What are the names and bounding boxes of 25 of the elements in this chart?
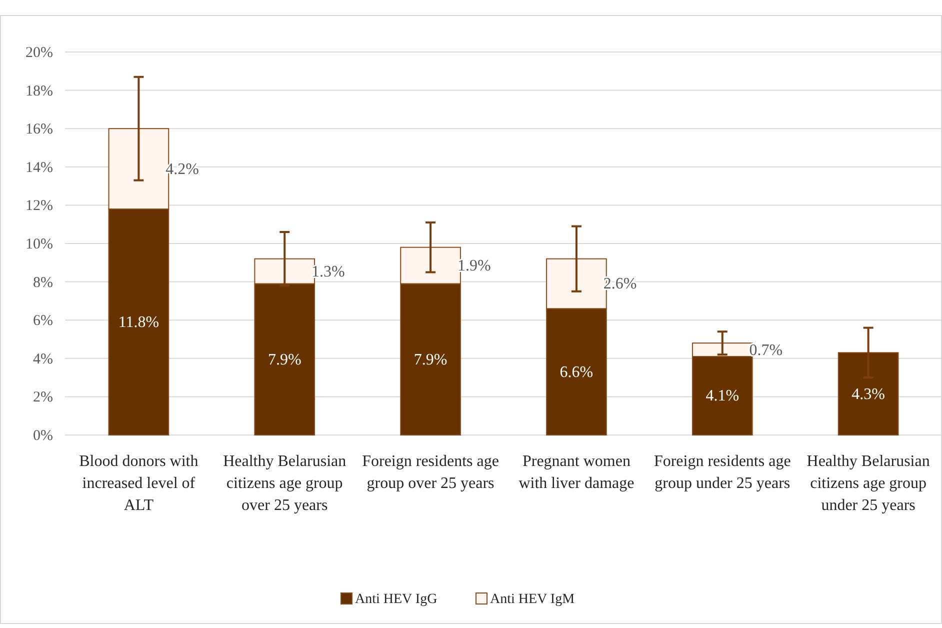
x-tick-label: Foreign residents age group over 25 years [362, 453, 499, 492]
y-tick-label: 20% [26, 45, 53, 61]
y-tick-label: 12% [26, 198, 53, 214]
y-tick-label: 14% [26, 160, 53, 176]
legend-label: Anti HEV IgM [490, 592, 576, 607]
x-tick-label: Pregnant women with liver damage [518, 453, 634, 492]
data-label: 4.3% [852, 386, 885, 403]
data-label: 6.6% [560, 364, 594, 381]
y-tick-label: 16% [26, 122, 53, 138]
data-label: 7.9% [268, 351, 302, 368]
x-tick-label: Healthy Belarusian citizens age group over 25 years [223, 453, 346, 514]
x-tick-label: Foreign residents age group under 25 years [654, 453, 791, 492]
data-label: 11.8% [118, 314, 160, 332]
legend-label: Anti HEV IgG [355, 592, 438, 607]
y-tick-label: 4% [33, 351, 53, 368]
y-tick-label: 8% [33, 274, 53, 291]
y-tick-label: 2% [33, 390, 53, 406]
y-tick-label: 0% [33, 428, 53, 444]
y-tick-label: 6% [33, 313, 53, 330]
data-label: 4.1% [706, 388, 740, 405]
y-tick-label: 18% [26, 83, 53, 100]
x-tick-label: Healthy Belarusian citizens age group under 25 years [806, 453, 930, 514]
data-label: 7.9% [414, 351, 448, 368]
y-tick-label: 10% [26, 236, 53, 252]
x-tick-label: Blood donors with increased level of ALT [79, 453, 198, 514]
